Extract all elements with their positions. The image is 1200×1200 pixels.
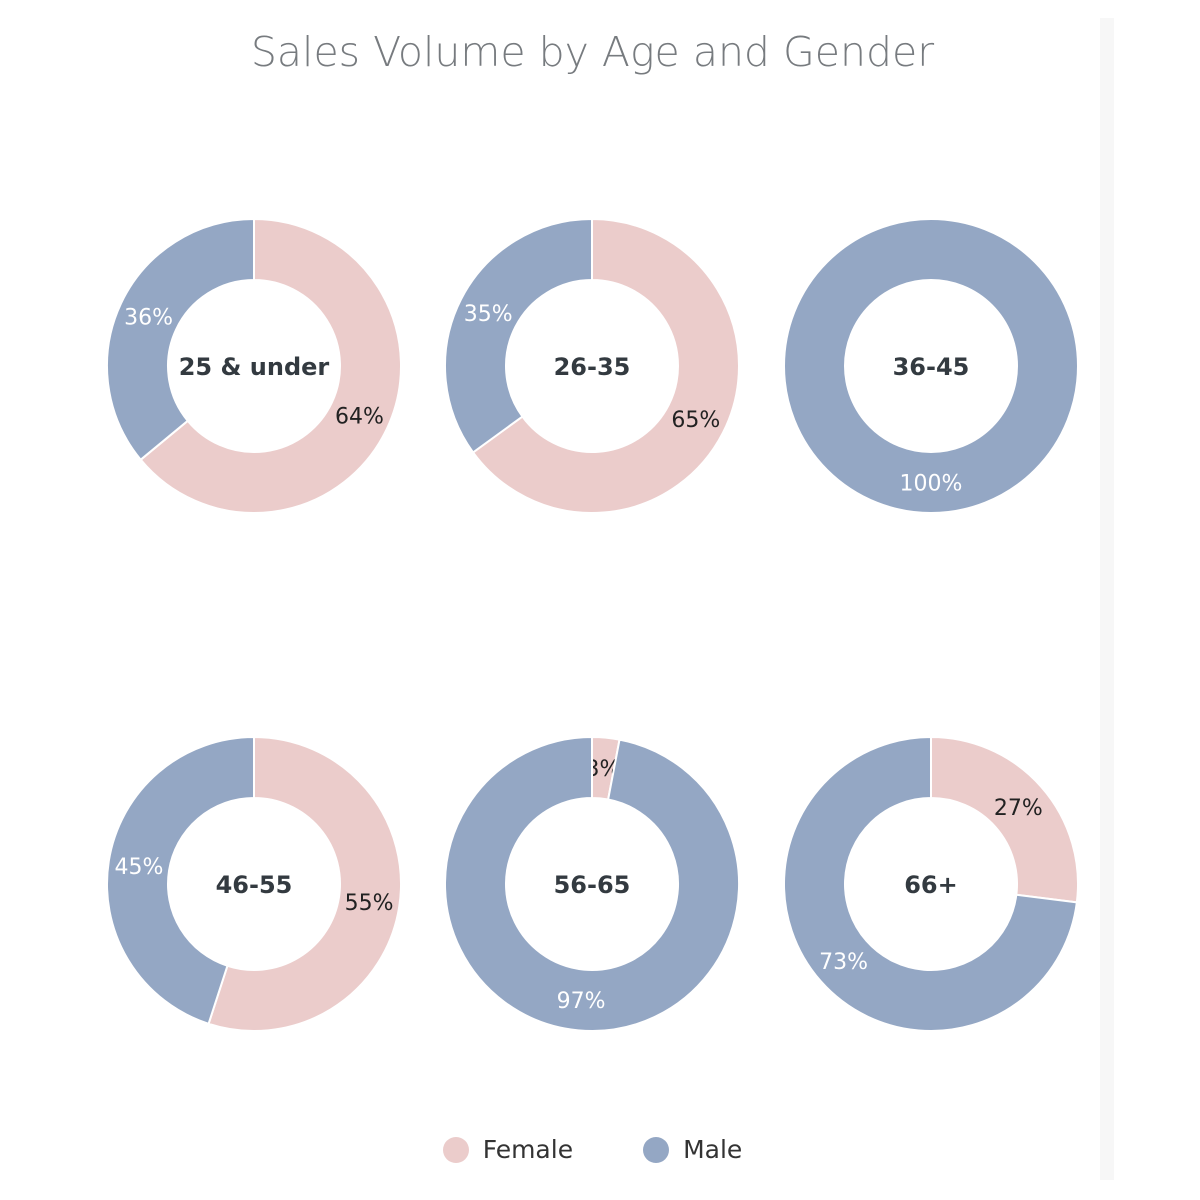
data-label-25-and-under-male: 36% — [124, 305, 173, 330]
slice-25-and-under-female[interactable] — [139, 217, 402, 514]
data-label-46-55-male: 45% — [114, 855, 163, 880]
donut-center-label-66: 66+ — [904, 871, 958, 899]
donut-36-45: 100% 36-45 — [783, 217, 1079, 515]
donut-center-label-26-35: 26-35 — [554, 353, 631, 381]
legend-swatch-female — [442, 1136, 469, 1163]
slice-36-45-male[interactable] — [783, 217, 1079, 515]
legend-item-male[interactable]: Male — [643, 1135, 742, 1164]
slice-25-and-under-male[interactable] — [106, 217, 255, 462]
legend-item-female[interactable]: Female — [442, 1135, 574, 1164]
slice-66-male[interactable] — [783, 735, 1078, 1032]
donut-center-label-36-45: 36-45 — [893, 353, 970, 381]
donut-26-35: 65% 35% 26-35 — [444, 217, 740, 514]
slice-66-female[interactable] — [930, 735, 1079, 904]
donut-center-label-56-65: 56-65 — [554, 871, 631, 899]
legend-label-male: Male — [683, 1135, 743, 1164]
data-label-26-35-female: 65% — [671, 408, 720, 433]
slice-46-55-female[interactable] — [207, 735, 402, 1032]
legend-swatch-male — [643, 1136, 670, 1163]
slice-26-35-male[interactable] — [444, 217, 593, 454]
donut-66: 27% 73% 66+ — [783, 735, 1079, 1032]
data-label-26-35-male: 35% — [464, 302, 513, 327]
donut-center-label-25-and-under: 25 & under — [179, 353, 330, 381]
chart-title: Sales Volume by Age and Gender — [250, 28, 935, 76]
data-label-66-female: 27% — [994, 796, 1043, 821]
slice-56-65-male[interactable] — [444, 735, 740, 1032]
data-label-66-male: 73% — [819, 950, 868, 975]
donut-46-55: 55% 45% 46-55 — [106, 735, 402, 1032]
data-label-25-and-under-female: 64% — [335, 405, 384, 430]
slice-46-55-male[interactable] — [106, 735, 255, 1026]
data-label-36-45-male: 100% — [900, 472, 963, 497]
chart-legend: Female Male — [0, 1135, 1185, 1164]
data-label-56-65-male: 97% — [557, 989, 606, 1014]
scrollbar-track[interactable] — [1100, 18, 1114, 1180]
donut-56-65: 3%97%56-65 — [444, 735, 740, 1032]
data-label-46-55-female: 55% — [345, 891, 394, 916]
legend-label-female: Female — [482, 1135, 574, 1164]
donut-25-and-under: 64% 36%25 & under — [106, 217, 402, 514]
donut-center-label-46-55: 46-55 — [216, 871, 293, 899]
slice-26-35-female[interactable] — [471, 217, 740, 514]
